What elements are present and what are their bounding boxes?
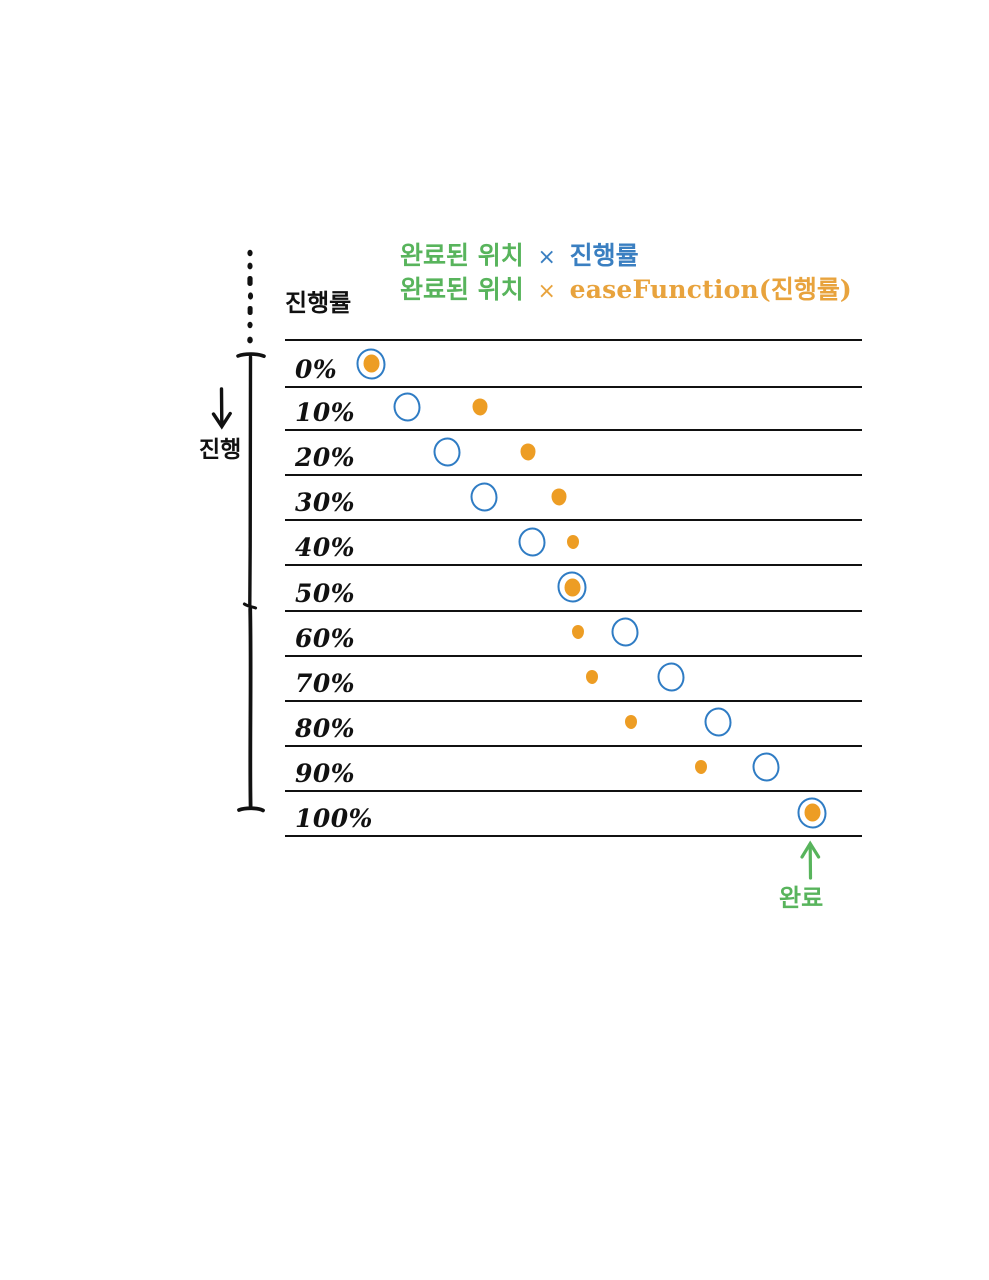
dotted-axis-line (247, 249, 254, 344)
table-row: 50% (285, 565, 862, 612)
marker-linear-circle (393, 392, 421, 422)
marker-ease-dot (472, 398, 488, 416)
row-label-percent: 100% (295, 804, 373, 833)
marker-linear-circle (470, 482, 498, 512)
legend-term-position-2: 완료된 위치 (400, 275, 524, 304)
progress-range-bracket (236, 352, 266, 813)
row-label-percent: 80% (295, 713, 356, 743)
table-row: 70% (285, 655, 862, 702)
marker-ease-dot (520, 443, 536, 461)
marker-linear-circle (611, 617, 639, 647)
marker-ease-dot (586, 670, 598, 685)
table-row: 20% (285, 429, 862, 477)
legend-term-ease-function: easeFunction (569, 275, 759, 304)
legend: 완료된 위치 × 진행률 완료된 위치 × easeFunction(진행률) (400, 243, 870, 311)
row-label-percent: 70% (295, 668, 356, 698)
legend-line-linear: 완료된 위치 × 진행률 (400, 243, 870, 269)
marker-ease-dot (572, 625, 584, 640)
annotation-complete: 완료 (779, 884, 824, 912)
row-label-percent: 0% (295, 355, 338, 384)
progress-table: 0% 10% 20% 30% 40% 50% 60% 70% 80% 90% 100% (285, 339, 862, 837)
marker-overlap-linear-ease (557, 571, 587, 603)
table-row: 30% (285, 474, 862, 522)
column-header-progress-rate: 진행률 (285, 289, 352, 317)
table-row: 0% (285, 339, 862, 388)
multiply-icon-1: × (537, 245, 556, 270)
row-label-percent: 90% (295, 758, 356, 788)
table-row: 40% (285, 519, 862, 567)
table-row: 10% (285, 384, 862, 432)
row-label-percent: 60% (295, 623, 356, 653)
row-label-percent: 20% (295, 443, 356, 473)
multiply-icon-2: × (537, 279, 556, 304)
axis-label-progress: 진행 (199, 437, 242, 463)
legend-line-ease: 완료된 위치 × easeFunction(진행률) (400, 277, 870, 303)
legend-term-position-1: 완료된 위치 (400, 241, 524, 270)
marker-ease-dot (695, 760, 707, 775)
legend-paren-close: ) (839, 275, 852, 304)
marker-overlap-linear-ease (356, 348, 386, 379)
marker-ease-dot (363, 354, 379, 373)
marker-linear-circle (518, 527, 546, 557)
marker-overlap-linear-ease (797, 797, 827, 828)
legend-term-progress: 진행률 (569, 241, 639, 270)
table-row: 100% (285, 790, 862, 837)
marker-ease-dot (804, 803, 820, 822)
row-label-percent: 40% (295, 533, 356, 563)
table-row: 90% (285, 745, 862, 792)
marker-ease-dot (551, 488, 567, 506)
table-row: 80% (285, 700, 862, 747)
legend-paren-open: ( (758, 275, 771, 304)
row-label-percent: 10% (295, 398, 356, 428)
marker-linear-circle (657, 662, 685, 692)
marker-linear-circle (704, 707, 732, 737)
row-label-percent: 30% (295, 488, 356, 518)
marker-ease-dot (625, 715, 637, 730)
up-arrow-icon (800, 840, 821, 880)
legend-term-ease-arg: 진행률 (770, 275, 840, 304)
table-row: 60% (285, 610, 862, 657)
down-arrow-icon (211, 387, 232, 430)
marker-linear-circle (433, 437, 461, 467)
marker-ease-dot (567, 534, 579, 549)
marker-ease-dot (564, 578, 580, 596)
marker-linear-circle (752, 752, 780, 782)
row-label-percent: 50% (295, 578, 356, 608)
